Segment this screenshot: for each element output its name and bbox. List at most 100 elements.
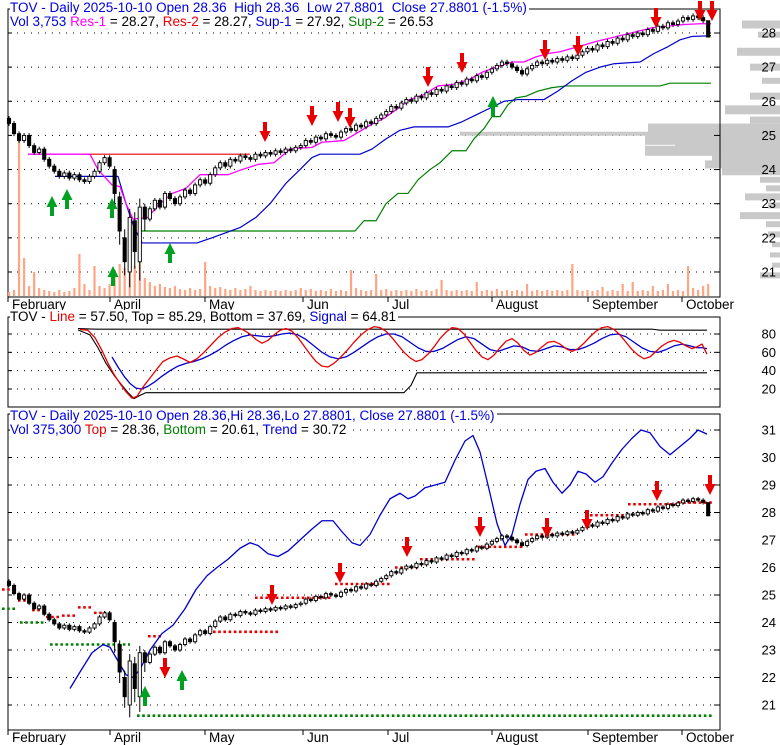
panel3-candle [701, 499, 706, 504]
panel1-candle [675, 20, 681, 25]
panel3-candle [464, 549, 469, 555]
panel3-candle [655, 506, 660, 512]
panel3-candle [590, 524, 595, 527]
panel3-candle [303, 598, 308, 604]
panel1-candle [253, 153, 258, 160]
panel3-candle [258, 609, 263, 612]
panel1-candle [600, 44, 605, 48]
month-label: April [114, 730, 141, 745]
panel1-candle [223, 162, 228, 167]
panel1-candle [268, 152, 273, 155]
panel1-candle [22, 134, 27, 141]
volume-bar [586, 290, 589, 296]
buy-signal-arrow [107, 266, 119, 286]
panel1-y-label: 21 [762, 264, 776, 279]
panel3-candle [147, 653, 152, 663]
volume-bar [173, 286, 177, 296]
panel3-candle [630, 513, 635, 516]
volume-profile-bar [460, 131, 780, 136]
panel3-candle [570, 531, 575, 534]
panel1-candle [414, 95, 419, 102]
sup2-line [140, 82, 711, 232]
volume-bar [505, 290, 509, 296]
volume-bar [7, 292, 11, 296]
panel3-y-label: 30 [762, 450, 776, 465]
volume-bar [219, 287, 222, 296]
volume-bar [148, 282, 151, 296]
panel1-candle [162, 193, 167, 208]
line-label: Line [49, 309, 76, 324]
volume-bar [375, 274, 378, 296]
trend-line [69, 429, 708, 689]
panel1-candle [132, 220, 137, 252]
volume-bar [596, 290, 599, 296]
panel1-candle [459, 82, 464, 85]
panel3-volume-label: Vol 375,300 [10, 422, 85, 437]
panel1-candle [348, 128, 354, 131]
volume-bar [63, 292, 66, 296]
panel3-candle [419, 562, 424, 566]
panel1-candle [67, 172, 72, 179]
panel1-candle [17, 133, 22, 141]
panel1-candle [102, 157, 107, 164]
panel3-candle [328, 593, 333, 596]
panel3-candle [57, 623, 62, 629]
panel1-candle [530, 64, 535, 70]
panel1-candle [514, 66, 520, 72]
panel1-candle [157, 199, 162, 208]
month-label: Jun [307, 297, 329, 312]
panel3-y-label: 26 [762, 560, 776, 575]
line-value: = 57.50, Top = 85.29, Bottom = 37.69, [75, 309, 310, 324]
volume-bar [390, 291, 393, 296]
panel3-candle [6, 580, 12, 586]
panel1-candle [97, 162, 102, 172]
panel3-candle [640, 512, 645, 515]
panel3-candle [268, 608, 273, 611]
panel1-candle [691, 15, 696, 20]
panel1-candle [494, 64, 499, 70]
volume-bar [380, 290, 383, 296]
panel1-candle [193, 184, 198, 194]
panel3-candle [223, 616, 228, 621]
volume-bar [259, 291, 262, 296]
panel3-candle [107, 612, 112, 621]
panel3-candle [338, 591, 344, 597]
panel1-candle [188, 189, 193, 194]
panel3-candle [218, 616, 223, 622]
volume-bar [349, 270, 353, 296]
panel3-candle [369, 583, 374, 586]
panel1-candle [208, 174, 213, 184]
panel3-candle [530, 538, 535, 542]
panel1-candle [389, 105, 394, 112]
panel3-candle [384, 575, 389, 579]
volume-bar [264, 290, 267, 296]
panel1-candle [555, 58, 560, 63]
volume-profile-bar [722, 167, 780, 176]
volume-bar [214, 288, 217, 296]
sell-signal-arrow [581, 510, 593, 530]
panel3-candle [37, 605, 42, 610]
panel1-candle [384, 111, 389, 116]
panel3-candle [333, 594, 339, 597]
volume-bar [636, 291, 639, 296]
month-label: August [496, 730, 538, 745]
panel1-candle [585, 47, 590, 53]
panel1-candle [343, 128, 349, 133]
panel3-candle [67, 624, 72, 630]
volume-bar [48, 291, 51, 296]
panel3-candle [167, 641, 173, 647]
panel1-candle [167, 193, 173, 200]
buy-signal-arrow [176, 670, 188, 690]
panel1-candle [328, 133, 333, 136]
panel1-candle [354, 124, 359, 131]
panel3-candle [117, 644, 122, 673]
volume-profile-bar [772, 262, 780, 268]
panel3-candle [248, 612, 253, 615]
volume-bar [435, 289, 438, 296]
panel1-candle [308, 140, 313, 143]
volume-bar [531, 291, 534, 296]
panel3-y-label: 21 [762, 698, 776, 713]
volume-profile-bar [742, 20, 780, 29]
volume-bar [581, 291, 584, 296]
